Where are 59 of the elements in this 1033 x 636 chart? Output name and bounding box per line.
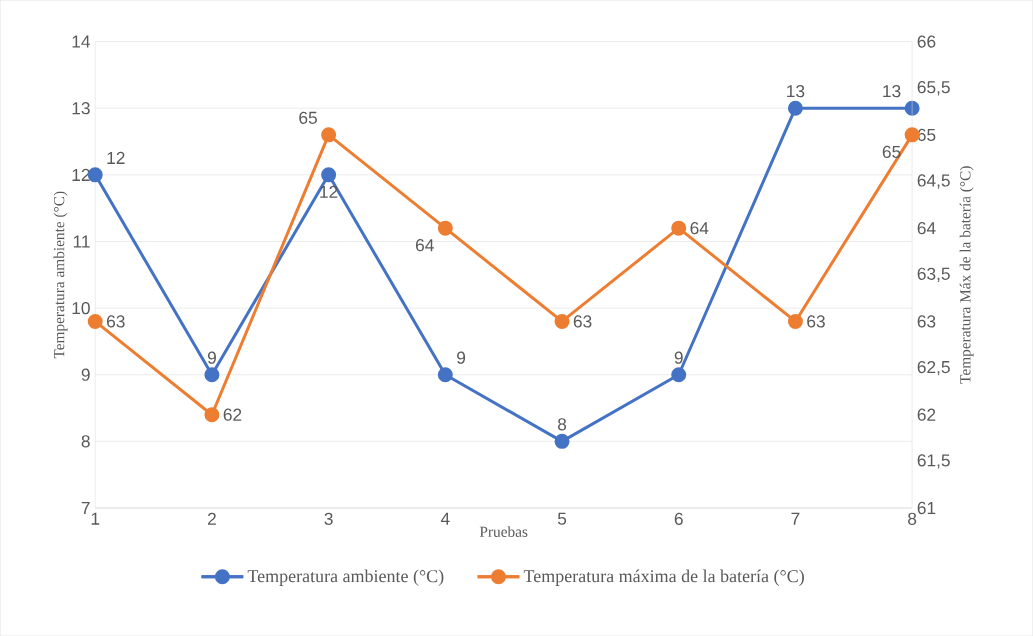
y-tick-label: 9 (81, 368, 90, 381)
y-tick-label: 7 (81, 501, 90, 514)
x-tick-label: 7 (791, 512, 800, 525)
point (204, 367, 220, 383)
y2-tick-label: 61,5 (917, 454, 950, 469)
point (321, 127, 337, 143)
y2-tick-label: 64 (917, 221, 936, 235)
x-tick-label: 8 (908, 512, 917, 525)
x-tick-label: 2 (207, 512, 216, 525)
y-tick-label: 11 (73, 235, 90, 248)
point (321, 167, 337, 183)
point (204, 407, 220, 423)
data-label: 62 (223, 408, 242, 421)
y2-tick-label: 61 (917, 501, 936, 515)
point (554, 433, 570, 449)
y2-tick-label: 63 (917, 315, 936, 328)
data-label: 13 (787, 84, 805, 98)
point (671, 367, 687, 383)
data-label: 12 (107, 151, 125, 164)
point (787, 313, 803, 329)
y-axis-title: Temperatura ambiente (°C) (53, 191, 68, 359)
data-label: 65 (299, 111, 317, 124)
y-tick-label: 14 (72, 35, 91, 48)
point (87, 313, 103, 329)
x-tick-label: 4 (440, 512, 450, 525)
x-tick-label: 3 (324, 512, 333, 525)
data-label: 63 (107, 315, 125, 328)
data-label: 64 (416, 238, 434, 252)
data-label: 9 (207, 351, 216, 364)
legend-label: Temperatura máxima de la batería (°C) (523, 569, 804, 586)
point (437, 367, 453, 383)
x-axis-title: Pruebas (479, 526, 528, 537)
data-label: 9 (457, 351, 466, 364)
data-label: 8 (557, 418, 567, 431)
data-label: 13 (883, 84, 901, 98)
data-label: 64 (690, 221, 709, 235)
point (437, 220, 453, 236)
y2-tick-label: 65,5 (917, 80, 950, 96)
x-tick-label: 6 (674, 512, 683, 525)
y-tick-label: 8 (81, 435, 90, 448)
data-label: 63 (573, 315, 592, 328)
y2-tick-label: 63,5 (917, 267, 950, 282)
data-label: 65 (882, 145, 901, 158)
point (671, 220, 687, 236)
y2-tick-label: 64,5 (917, 174, 950, 189)
y-tick-label: 13 (72, 101, 90, 115)
y-tick-label: 10 (72, 301, 90, 315)
data-label: 12 (320, 185, 338, 198)
data-label: 63 (807, 315, 825, 328)
y2-axis-title: Temperatura Máx de la batería (°C) (959, 166, 974, 384)
point (554, 313, 570, 329)
y2-tick-label: 66 (917, 35, 936, 48)
x-tick-label: 5 (557, 512, 567, 525)
point (787, 100, 803, 116)
data-label: 9 (674, 351, 683, 364)
legend-label: Temperatura ambiente (°C) (247, 569, 444, 586)
y2-tick-label: 62,5 (917, 360, 950, 376)
y2-tick-label: 62 (917, 408, 936, 421)
x-tick-label: 1 (91, 512, 100, 525)
